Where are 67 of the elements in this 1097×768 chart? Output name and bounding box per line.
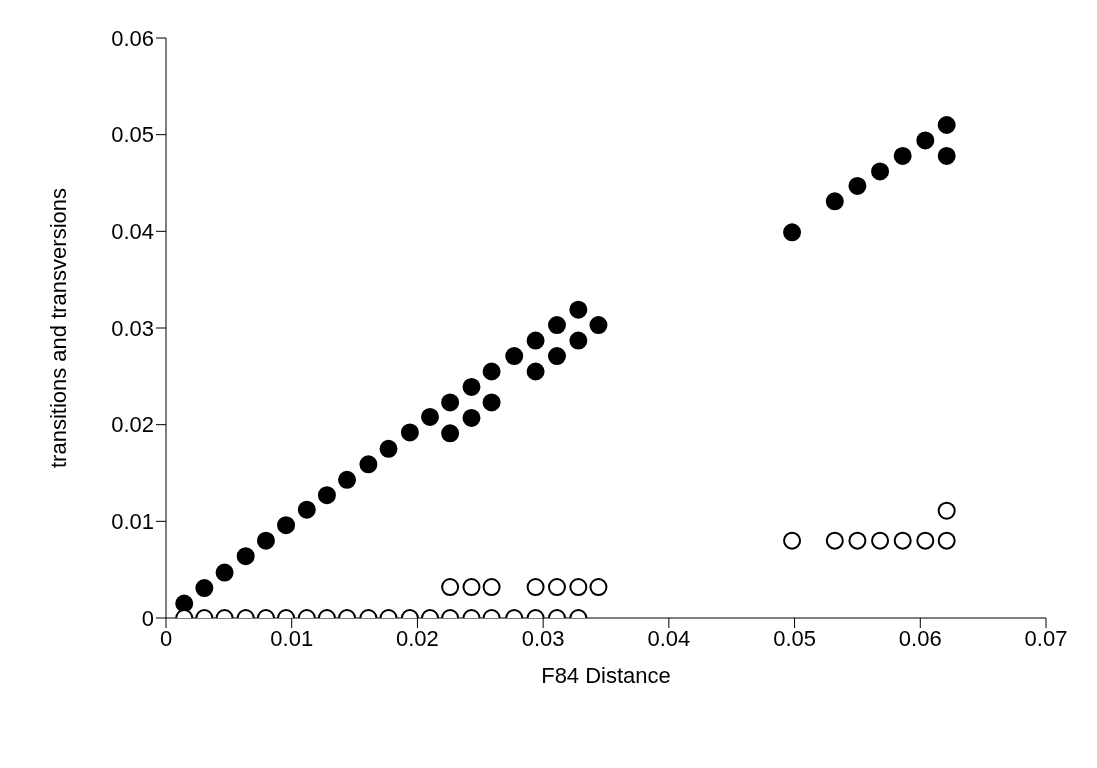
point <box>848 531 867 550</box>
point <box>547 316 566 335</box>
point <box>569 578 588 597</box>
point <box>547 347 566 366</box>
y-tick-label: 0.02 <box>111 412 154 438</box>
point <box>277 516 296 535</box>
y-axis-title: transitions and transversions <box>45 187 71 469</box>
point <box>317 486 336 505</box>
point <box>421 407 439 426</box>
point <box>783 223 802 242</box>
point <box>338 470 357 489</box>
point <box>937 501 956 520</box>
point <box>379 439 398 458</box>
point <box>871 162 890 181</box>
x-tick-label: 0 <box>159 625 173 651</box>
point <box>482 362 501 381</box>
point <box>482 393 501 412</box>
point <box>871 531 890 550</box>
x-tick-label: 0.02 <box>396 625 439 651</box>
y-tick-label: 0.04 <box>111 219 154 245</box>
point <box>236 547 255 566</box>
point <box>569 331 588 350</box>
point <box>462 408 481 427</box>
point <box>589 316 608 335</box>
y-tick-label: 0.06 <box>111 25 154 51</box>
point <box>195 579 214 598</box>
point <box>848 176 867 195</box>
point <box>482 578 501 597</box>
x-axis-title: F84 Distance <box>541 663 671 688</box>
point <box>526 362 545 381</box>
point <box>297 500 316 519</box>
point <box>893 146 912 165</box>
point <box>505 347 524 366</box>
point <box>441 393 460 412</box>
point <box>215 563 234 582</box>
point <box>937 531 956 550</box>
point <box>359 455 378 474</box>
point <box>462 578 481 597</box>
point <box>825 531 844 550</box>
point <box>441 578 460 597</box>
point <box>937 146 956 165</box>
point <box>547 578 566 597</box>
x-tick-label: 0.03 <box>521 625 565 651</box>
point <box>256 531 275 550</box>
y-tick-label: 0.03 <box>111 315 154 341</box>
point <box>916 531 935 550</box>
point <box>175 594 194 613</box>
y-tick-label: 0.01 <box>111 509 154 535</box>
x-tick-label: 0.01 <box>270 625 314 651</box>
point <box>526 331 545 350</box>
point <box>400 423 419 442</box>
y-tick-label: 0 <box>141 605 154 631</box>
point <box>441 424 460 443</box>
x-tick-label: 0.07 <box>1024 625 1068 651</box>
x-tick-label: 0.06 <box>898 625 942 651</box>
point <box>937 116 956 134</box>
y-tick-label: 0.05 <box>111 122 154 148</box>
x-tick-label: 0.05 <box>773 625 816 651</box>
point <box>589 578 608 597</box>
point <box>569 300 588 319</box>
point <box>825 192 844 211</box>
point <box>783 531 802 550</box>
point <box>526 578 545 597</box>
point <box>462 377 481 396</box>
point <box>893 531 912 550</box>
point <box>916 131 935 150</box>
x-tick-label: 0.04 <box>647 625 691 651</box>
